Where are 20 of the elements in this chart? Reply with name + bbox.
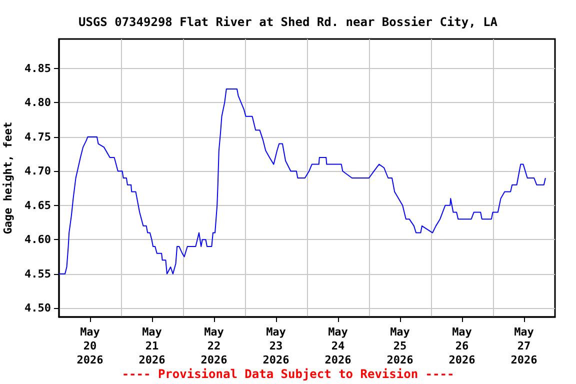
y-tick-label: 4.55 [24,267,51,280]
x-tick-label: May 20 2026 [76,326,104,366]
chart-title: USGS 07349298 Flat River at Shed Rd. near Bossier City, LA [78,15,498,29]
y-axis-title: Gage height, feet [2,122,15,234]
y-tick-label: 4.70 [24,164,51,178]
y-tick-label: 4.85 [24,62,51,75]
x-tick-label: May 25 2026 [386,326,414,366]
y-tick-label: 4.60 [24,233,51,246]
x-tick-label: May 22 2026 [200,326,228,366]
text: ---- Provisional Data Subject to Revision ---- [122,367,454,381]
line-series [58,88,546,274]
x-tick-label: May 23 2026 [262,326,290,366]
y-tick-label: 4.75 [24,130,51,144]
y-tick-label: 4.50 [24,302,51,315]
y-tick-label: 4.65 [24,198,51,212]
x-tick-label: May 26 2026 [448,326,476,366]
x-tick-label: May 27 2026 [510,326,538,366]
x-tick-label: May 21 2026 [138,326,166,366]
x-tick-label: May 24 2026 [324,326,352,366]
y-tick-label: 4.80 [24,96,51,110]
